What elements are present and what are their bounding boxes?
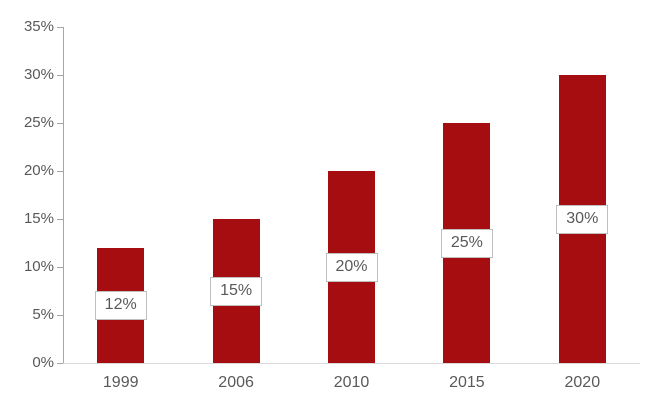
y-axis-tick-label: 35%: [23, 18, 54, 35]
y-axis-tick: [57, 171, 63, 172]
y-axis-tick: [57, 219, 63, 220]
y-axis-tick-label: 20%: [23, 162, 54, 179]
bar-data-label: 20%: [325, 252, 378, 282]
y-axis-tick-label: 10%: [23, 258, 54, 275]
x-axis-category-label: 1999: [102, 374, 139, 391]
y-axis-tick: [57, 267, 63, 268]
x-axis-category-label: 2006: [218, 374, 254, 391]
x-axis-category-label: 2015: [449, 374, 485, 391]
bar-data-label: 12%: [94, 290, 147, 320]
x-axis-category-label: 2020: [564, 374, 601, 391]
bar-data-label: 15%: [210, 276, 263, 306]
y-axis-tick: [57, 315, 63, 316]
bar-data-label: 30%: [556, 204, 609, 234]
y-axis-tick-label: 5%: [32, 306, 54, 323]
y-axis-tick-label: 25%: [23, 114, 54, 131]
bar-data-label: 25%: [440, 228, 493, 258]
x-axis-line: [63, 363, 640, 364]
y-axis-tick: [57, 123, 63, 124]
y-axis-tick: [57, 363, 63, 364]
x-axis-category-label: 2010: [333, 374, 370, 391]
y-axis-tick-label: 0%: [32, 354, 54, 371]
y-axis-line: [63, 27, 64, 363]
y-axis-tick: [57, 75, 63, 76]
y-axis-tick-label: 30%: [23, 66, 54, 83]
y-axis-tick-label: 15%: [23, 210, 54, 227]
y-axis-tick: [57, 27, 63, 28]
